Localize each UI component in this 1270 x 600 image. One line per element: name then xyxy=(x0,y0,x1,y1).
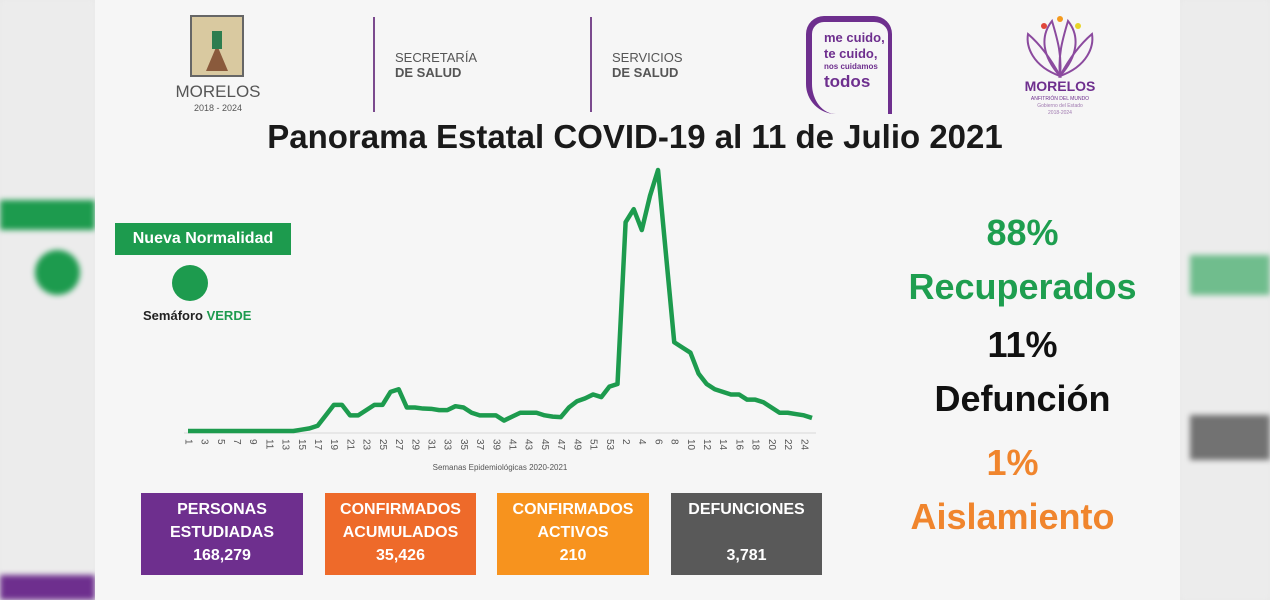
campaign-logo: me cuido, te cuido, nos cuidamos todos xyxy=(806,16,892,114)
box-value: 168,279 xyxy=(193,547,251,564)
box-label xyxy=(671,521,822,544)
x-tick-label: 49 xyxy=(571,439,582,451)
defuncion-pct: 11% xyxy=(987,324,1058,365)
x-tick-label: 18 xyxy=(750,439,761,451)
x-tick-label: 47 xyxy=(555,439,566,451)
x-tick-label: 25 xyxy=(377,439,388,451)
x-tick-label: 16 xyxy=(733,439,744,451)
x-tick-label: 29 xyxy=(409,439,420,451)
aislamiento-label: Aislamiento xyxy=(910,496,1115,537)
x-tick-label: 7 xyxy=(231,439,242,445)
confirmados-acumulados-box: CONFIRMADOS ACUMULADOS 35,426 xyxy=(325,493,476,575)
box-label: ACUMULADOS xyxy=(342,524,459,541)
x-tick-label: 45 xyxy=(539,439,550,451)
personas-estudiadas-box: PERSONAS ESTUDIADAS 168,279 xyxy=(141,493,303,575)
campaign-line: nos cuidamos xyxy=(824,62,878,71)
x-tick-label: 24 xyxy=(798,439,809,451)
x-tick-label: 15 xyxy=(296,439,307,451)
box-value: 210 xyxy=(559,547,587,564)
x-tick-label: 23 xyxy=(361,439,372,451)
x-tick-label: 39 xyxy=(490,439,501,451)
confirmados-activos-box: CONFIRMADOS ACTIVOS 210 xyxy=(497,493,649,575)
logo-line: SERVICIOS xyxy=(612,50,683,65)
x-tick-label: 37 xyxy=(474,439,485,451)
recuperados-label: Recuperados xyxy=(908,266,1137,307)
box-label: PERSONAS xyxy=(177,501,267,518)
logo-line: SECRETARÍA xyxy=(395,50,478,65)
servicios-salud-logo: SERVICIOS DE SALUD xyxy=(612,50,683,80)
x-tick-label: 3 xyxy=(199,439,210,445)
x-tick-label: 20 xyxy=(766,439,777,451)
secretaria-salud-logo: SECRETARÍA DE SALUD xyxy=(395,50,477,80)
x-tick-label: 17 xyxy=(312,439,323,451)
defuncion-label: Defunción xyxy=(934,378,1111,419)
x-tick-label: 21 xyxy=(344,439,355,451)
divider xyxy=(373,17,375,112)
x-tick-label: 10 xyxy=(685,439,696,451)
campaign-line: me cuido, xyxy=(824,30,885,45)
box-label: ACTIVOS xyxy=(537,524,609,541)
state-lotus-logo xyxy=(1022,16,1098,79)
x-tick-label: 1 xyxy=(182,439,193,445)
page-title: Panorama Estatal COVID-19 al 11 de Julio… xyxy=(267,118,1003,155)
x-tick-label: 2 xyxy=(620,439,631,445)
x-tick-label: 6 xyxy=(652,439,663,445)
x-tick-label: 8 xyxy=(669,439,680,445)
recuperados-pct: 88% xyxy=(986,212,1059,253)
x-tick-label: 53 xyxy=(604,439,615,451)
x-tick-label: 51 xyxy=(588,439,599,451)
morelos-logo-years: 2018 - 2024 xyxy=(193,103,243,113)
blurred-background-right xyxy=(1180,0,1270,600)
x-tick-label: 12 xyxy=(701,439,712,451)
state-logo-name: MORELOS xyxy=(1024,78,1096,94)
x-axis-label: Semanas Epidemiológicas 2020-2021 xyxy=(433,463,568,472)
x-tick-label: 4 xyxy=(636,439,647,445)
box-label: CONFIRMADOS xyxy=(340,501,461,518)
blurred-background-left xyxy=(0,0,95,600)
box-label: DEFUNCIONES xyxy=(688,501,805,518)
semaforo-value: VERDE xyxy=(206,308,252,323)
box-value: 3,781 xyxy=(726,547,767,564)
x-tick-label: 19 xyxy=(328,439,339,451)
box-value: 35,426 xyxy=(376,547,425,564)
x-tick-label: 9 xyxy=(247,439,258,445)
x-tick-label: 31 xyxy=(425,439,436,451)
morelos-logo-name: MORELOS xyxy=(175,82,261,101)
logo-line: DE SALUD xyxy=(395,65,462,80)
x-tick-label: 41 xyxy=(507,439,518,451)
campaign-line: todos xyxy=(824,72,871,91)
x-tick-label: 5 xyxy=(215,439,226,445)
box-label: ESTUDIADAS xyxy=(169,524,274,541)
x-tick-label: 27 xyxy=(393,439,404,451)
x-tick-label: 43 xyxy=(523,439,534,451)
cases-line xyxy=(188,167,813,434)
x-tick-label: 33 xyxy=(442,439,453,451)
aislamiento-pct: 1% xyxy=(986,442,1039,483)
semaforo-label: Semáforo xyxy=(143,308,203,323)
x-tick-label: 35 xyxy=(458,439,469,451)
status-badge: Nueva Normalidad xyxy=(115,223,291,255)
divider xyxy=(590,17,592,112)
x-tick-label: 14 xyxy=(717,439,728,451)
x-tick-label: 11 xyxy=(263,439,274,450)
state-logo-years: 2018-2024 xyxy=(1048,110,1072,116)
defunciones-box: DEFUNCIONES 3,781 xyxy=(671,493,822,575)
state-logo-tagline: ANFITRIÓN DEL MUNDO xyxy=(1030,96,1090,102)
x-tick-label: 13 xyxy=(280,439,291,451)
state-logo-sub: Gobierno del Estado xyxy=(1037,103,1083,109)
semaforo-status: Semáforo VERDE xyxy=(143,308,251,323)
box-label: CONFIRMADOS xyxy=(512,501,634,518)
logo-line: DE SALUD xyxy=(612,65,679,80)
morelos-coat-of-arms-logo xyxy=(190,15,244,77)
traffic-light-green-icon xyxy=(172,265,208,301)
x-tick-label: 22 xyxy=(782,439,793,451)
campaign-line: te cuido, xyxy=(824,46,878,61)
